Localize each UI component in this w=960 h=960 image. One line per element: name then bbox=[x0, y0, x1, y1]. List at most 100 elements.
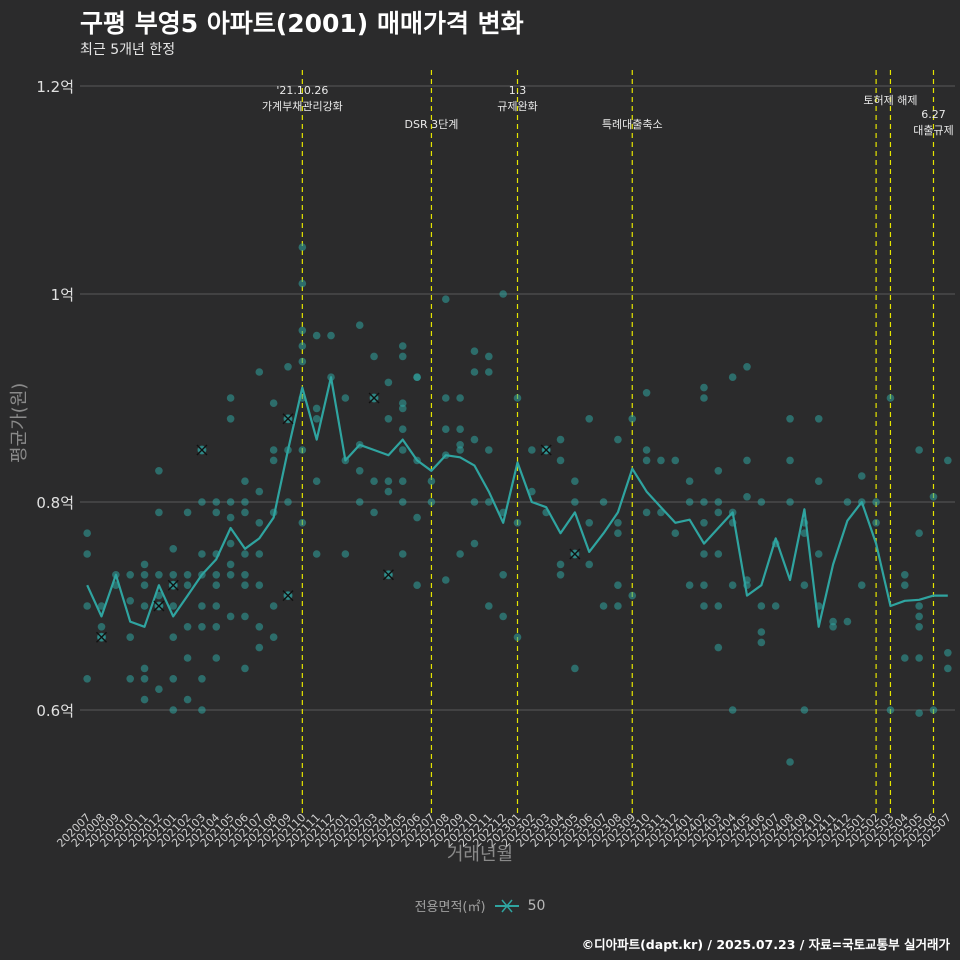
highlight-markers bbox=[96, 392, 581, 643]
scatter-point bbox=[269, 446, 278, 454]
scatter-point bbox=[441, 295, 450, 304]
scatter-point bbox=[413, 581, 421, 589]
scatter-point bbox=[355, 467, 364, 475]
scatter-point bbox=[241, 508, 249, 517]
scatter-point bbox=[485, 446, 493, 454]
scatter-point bbox=[226, 415, 235, 423]
scatter-point bbox=[714, 550, 723, 558]
legend: 전용면적(㎡) 50 bbox=[0, 896, 960, 916]
scatter-point bbox=[398, 399, 407, 408]
scatter-point bbox=[126, 571, 135, 579]
scatter-point bbox=[198, 602, 206, 610]
scatter-point bbox=[155, 685, 163, 693]
scatter-point bbox=[226, 612, 235, 621]
scatter-point bbox=[183, 508, 192, 517]
scatter-point bbox=[728, 706, 737, 714]
scatter-point bbox=[226, 498, 235, 506]
highlight-x-marker bbox=[282, 413, 294, 425]
scatter-point bbox=[398, 477, 407, 486]
scatter-point bbox=[140, 581, 149, 589]
scatter-point bbox=[226, 560, 235, 569]
scatter-point bbox=[657, 456, 665, 465]
scatter-point bbox=[413, 373, 421, 382]
highlight-x-marker bbox=[540, 444, 552, 456]
scatter-point bbox=[241, 498, 249, 506]
footer-credit: ©디아파트(dapt.kr) / 2025.07.23 / 자료=국토교통부 실… bbox=[581, 937, 950, 952]
scatter-point bbox=[441, 425, 450, 434]
scatter-point bbox=[642, 508, 651, 517]
scatter-point bbox=[83, 550, 91, 558]
highlight-x-marker bbox=[153, 600, 165, 612]
scatter-point bbox=[714, 508, 723, 517]
scatter-point bbox=[743, 493, 751, 501]
highlight-x-stroke bbox=[282, 413, 294, 425]
event-label: 특례대출축소 bbox=[602, 118, 663, 131]
scatter-point bbox=[470, 498, 479, 506]
legend-value: 50 bbox=[527, 897, 546, 914]
scatter-point bbox=[241, 477, 249, 486]
scatter-point bbox=[700, 394, 708, 402]
scatter-point bbox=[915, 446, 923, 454]
scatter-point bbox=[370, 508, 378, 517]
scatter-point bbox=[169, 571, 178, 579]
scatter-point bbox=[212, 654, 221, 662]
scatter-point bbox=[944, 456, 952, 465]
scatter-point bbox=[714, 602, 723, 610]
scatter-point bbox=[398, 446, 407, 454]
scatter-point bbox=[456, 441, 464, 449]
scatter-point bbox=[900, 571, 909, 579]
scatter-point bbox=[743, 363, 751, 371]
x-axis-label: 거래년월 bbox=[446, 844, 514, 865]
legend-title: 전용면적(㎡) bbox=[414, 900, 486, 915]
scatter-point bbox=[714, 498, 723, 506]
scatter-point bbox=[456, 550, 464, 558]
scatter-point bbox=[700, 550, 708, 558]
highlight-x-stroke bbox=[96, 631, 108, 643]
scatter-point bbox=[398, 352, 407, 361]
y-tick-label: 1.2억 bbox=[36, 78, 74, 96]
scatter-point bbox=[212, 581, 221, 589]
scatter-point bbox=[556, 560, 565, 569]
scatter-point bbox=[312, 331, 321, 340]
scatter-point bbox=[872, 498, 880, 506]
scatter-point bbox=[485, 368, 493, 376]
scatter-point bbox=[212, 508, 221, 517]
scatter-point bbox=[685, 581, 694, 589]
legend-line-x-icon bbox=[494, 899, 519, 912]
scatter-point bbox=[585, 415, 594, 423]
highlight-x-stroke bbox=[167, 579, 179, 591]
scatter-point bbox=[384, 477, 393, 486]
scatter-point bbox=[140, 695, 149, 704]
y-axis-ticks: 0.6억 0.8억 1억 1.2억 bbox=[36, 78, 74, 720]
scatter-point bbox=[398, 425, 407, 434]
scatter-point bbox=[226, 539, 235, 548]
highlight-x-marker bbox=[167, 579, 179, 591]
scatter-point bbox=[685, 498, 694, 506]
scatter-point bbox=[126, 597, 135, 605]
scatter-point bbox=[915, 623, 923, 631]
highlight-x-stroke bbox=[368, 392, 380, 404]
scatter-point bbox=[915, 709, 923, 717]
scatter-point bbox=[241, 571, 249, 579]
scatter-point bbox=[312, 415, 321, 423]
scatter-point bbox=[198, 675, 206, 683]
scatter-point bbox=[312, 550, 321, 558]
scatter-point bbox=[169, 675, 178, 683]
scatter-point bbox=[126, 675, 135, 683]
scatter-point bbox=[298, 357, 307, 366]
scatter-point bbox=[269, 602, 278, 610]
scatter-point bbox=[183, 654, 192, 662]
scatter-point bbox=[441, 576, 450, 584]
highlight-x-stroke bbox=[382, 569, 394, 581]
scatter-point bbox=[269, 456, 278, 465]
scatter-point bbox=[183, 571, 192, 579]
scatter-point bbox=[470, 539, 479, 548]
scatter-point bbox=[298, 243, 307, 251]
scatter-point bbox=[900, 654, 909, 662]
scatter-point bbox=[284, 498, 292, 506]
scatter-point bbox=[355, 321, 364, 330]
scatter-point bbox=[728, 373, 737, 382]
scatter-point bbox=[757, 638, 766, 647]
scatter-point bbox=[642, 389, 651, 397]
highlight-x-marker bbox=[96, 631, 108, 643]
